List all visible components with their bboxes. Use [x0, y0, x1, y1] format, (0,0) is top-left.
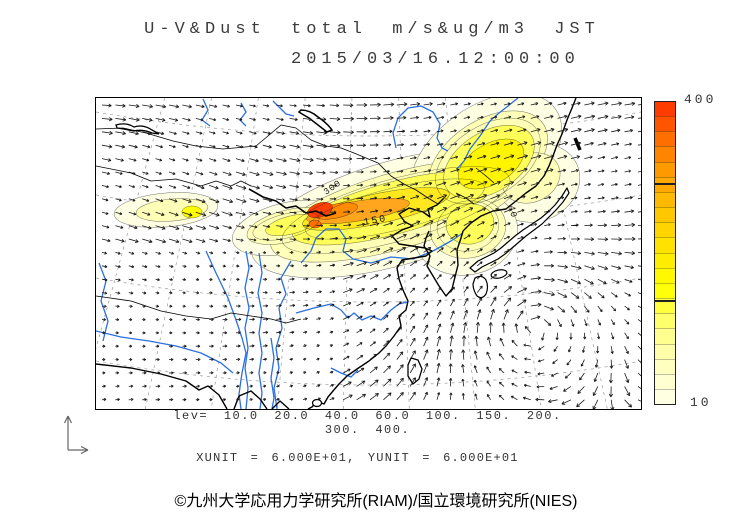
- colorbar-min-label: 10: [690, 395, 712, 410]
- dust-plume-contours: [113, 98, 581, 279]
- plot-timestamp: 2015/03/16.12:00:00: [291, 50, 580, 69]
- unit-scale-line: XUNIT = 6.000E+01, YUNIT = 6.000E+01: [196, 451, 519, 465]
- contour-levels-line1: lev= 10.0 20.0 40.0 60.0 100. 150. 200.: [173, 409, 562, 423]
- colorbar-segment: [655, 282, 675, 299]
- lake-balkhash: [115, 123, 160, 135]
- rivers: [96, 98, 519, 409]
- contour-label-150: 150: [363, 214, 389, 229]
- colorbar-segment: [655, 207, 675, 223]
- colorbar-segment: [655, 267, 675, 283]
- map-canvas: 150 300 40: [96, 98, 641, 409]
- y-axis-arrow-icon: [63, 415, 73, 450]
- colorbar-major-tick: [654, 300, 676, 303]
- colorbar-segment: [655, 313, 675, 329]
- colorbar-major-tick: [654, 183, 676, 186]
- sakhalin-sliver: [573, 137, 582, 151]
- colorbar-segment: [655, 252, 675, 268]
- colorbar-segment: [655, 191, 675, 208]
- lakes: [115, 109, 334, 135]
- colorbar-segment: [655, 358, 675, 374]
- colorbar-segment: [655, 131, 675, 147]
- colorbar: [654, 101, 676, 405]
- china-coast: [307, 197, 445, 409]
- colorbar-segment: [655, 328, 675, 344]
- lake-baikal: [297, 109, 334, 133]
- colorbar-segment: [655, 237, 675, 253]
- russia-coast: [462, 98, 577, 232]
- country-borders: [96, 124, 495, 324]
- korea-coast: [423, 230, 464, 297]
- taiwan-island: [407, 357, 423, 385]
- colorbar-segment: [655, 102, 675, 117]
- shikoku-island: [490, 269, 508, 279]
- contour-levels-line2: 300. 400.: [324, 423, 411, 437]
- colorbar-segment: [655, 343, 675, 359]
- colorbar-segment: [655, 146, 675, 162]
- hainan-island: [311, 398, 323, 408]
- axis-direction-indicator: [63, 415, 89, 455]
- x-axis-arrow-icon: [68, 445, 89, 455]
- colorbar-segment: [655, 116, 675, 132]
- contour-label-40: 40: [506, 205, 518, 220]
- wind-vector-field: [101, 101, 641, 409]
- plot-title: U-V&Dust total m/s&ug/m3 JST: [144, 20, 600, 39]
- india-coast: [96, 363, 290, 409]
- copyright-credit: ©九州大学応用力学研究所(RIAM)/国立環境研究所(NIES): [174, 493, 578, 510]
- map-frame: 150 300 40: [95, 97, 642, 410]
- colorbar-segment: [655, 161, 675, 177]
- colorbar-segment: [655, 222, 675, 238]
- colorbar-segment: [655, 373, 675, 389]
- colorbar-max-label: 400: [684, 92, 717, 107]
- colorbar-segment: [655, 388, 675, 405]
